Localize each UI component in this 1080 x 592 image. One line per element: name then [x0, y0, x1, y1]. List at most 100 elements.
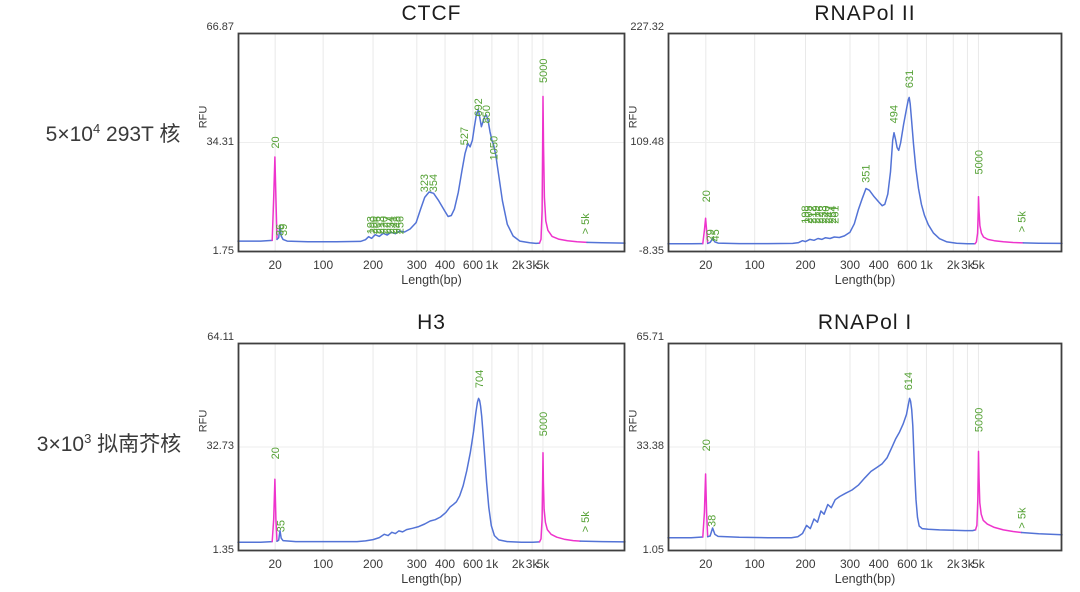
peak-label: 248: [391, 216, 403, 234]
peak-label: 45: [710, 229, 722, 241]
peak-label: 198: [800, 205, 812, 223]
peak-label: 193: [366, 216, 378, 234]
plot-rnapol-i: 20 38 614 5000 > 5k: [667, 342, 1063, 552]
plot-border: [667, 32, 1063, 253]
x-tick-label: 1k: [485, 258, 499, 272]
y-axis-max-label: 227.32: [630, 21, 664, 33]
chart-title-rnapol-i: RNAPol I: [817, 311, 913, 334]
peak-label: 527: [459, 127, 471, 145]
x-axis-title: Length(bp): [834, 572, 896, 586]
x-tick-label: 3k: [525, 557, 539, 571]
y-axis-mid-label: 32.73: [206, 440, 234, 452]
marker-trace-segment: [538, 95, 588, 244]
peak-label: 20: [701, 190, 713, 202]
x-tick-label: 400: [435, 258, 456, 272]
y-axis-unit-label: RFU: [627, 409, 640, 433]
peak-label: 36: [274, 224, 286, 236]
x-tick-label: 100: [313, 557, 334, 571]
peak-label: > 5k: [580, 213, 592, 235]
peak-label: 241: [388, 216, 400, 234]
sample-trace-segment: [706, 96, 976, 245]
x-axis-title: Length(bp): [834, 273, 896, 287]
peak-label: 206: [371, 216, 383, 234]
x-tick-label: 600: [462, 258, 483, 272]
row-label-rest: 293T 核: [100, 123, 181, 146]
x-tick-label: 2k: [511, 557, 525, 571]
plot-border: [237, 342, 626, 552]
x-tick-label: 200: [795, 557, 816, 571]
peak-label: 254: [827, 205, 839, 223]
peak-label: 219: [811, 205, 823, 223]
y-axis-max-label: 66.87: [206, 21, 234, 33]
y-axis-min-label: 1.35: [212, 544, 234, 556]
x-tick-label: 1k: [485, 557, 499, 571]
x-tick-label: 400: [868, 557, 889, 571]
peak-label: > 5k: [1017, 211, 1029, 233]
y-axis-min-label: -8.35: [638, 245, 664, 257]
peak-label: 20: [270, 447, 282, 459]
peak-label: 704: [474, 370, 486, 388]
marker-trace-segment: [271, 156, 278, 242]
sample-trace-segment: [579, 540, 626, 543]
plot-border: [237, 32, 626, 253]
peak-label: 205: [803, 205, 815, 223]
y-axis-unit-label: RFU: [197, 105, 210, 128]
chart-title-h3: H3: [417, 311, 446, 334]
x-tick-label: 5k: [536, 557, 550, 571]
x-tick-label: 300: [406, 258, 427, 272]
x-tick-label: 200: [363, 258, 384, 272]
peak-label: 213: [375, 216, 387, 234]
x-tick-label: 400: [435, 557, 456, 571]
x-tick-label: 3k: [961, 557, 974, 571]
row-label-base: 3×10: [36, 433, 85, 456]
peak-label: 20: [701, 439, 713, 451]
y-axis-min-label: 1.05: [642, 544, 664, 556]
peak-label: 5000: [538, 412, 550, 436]
peak-label: 5000: [974, 408, 986, 432]
x-axis-title: Length(bp): [401, 273, 462, 287]
marker-trace-segment: [702, 473, 709, 538]
peak-label: 226: [814, 205, 826, 223]
y-axis-min-label: 1.75: [212, 245, 234, 257]
sample-trace-segment: [706, 397, 977, 539]
peak-label: 200: [368, 216, 380, 234]
y-axis-unit-label: RFU: [627, 105, 640, 128]
x-tick-label: 300: [840, 557, 861, 571]
x-tick-label: 200: [363, 557, 384, 571]
x-tick-label: 600: [897, 258, 918, 272]
peak-label: 233: [817, 205, 829, 223]
x-tick-label: 5k: [972, 258, 985, 272]
peak-label: 692: [473, 98, 485, 116]
peak-label: 323: [419, 174, 431, 192]
x-tick-label: 2k: [946, 557, 960, 571]
peak-label: 5000: [974, 150, 986, 174]
peak-label: 631: [904, 70, 916, 88]
chart-title-rnapol-ii: RNAPol II: [814, 2, 916, 25]
x-tick-label: 3k: [525, 258, 539, 272]
x-tick-label: 2k: [511, 258, 525, 272]
sample-trace-segment: [276, 109, 541, 245]
x-tick-label: 600: [462, 557, 483, 571]
row-label-arabidopsis-nuclei: 3×103 拟南芥核: [2, 428, 216, 458]
peak-label: 35: [276, 520, 288, 532]
x-tick-label: 100: [313, 258, 334, 272]
x-tick-label: 3k: [961, 258, 974, 272]
marker-trace-segment: [974, 450, 1023, 534]
peak-label: 29: [705, 229, 717, 241]
x-tick-label: 300: [406, 557, 427, 571]
row-label-exponent: 4: [92, 121, 101, 136]
peak-label: 354: [428, 174, 440, 192]
x-tick-label: 300: [840, 258, 861, 272]
x-tick-label: 2k: [946, 258, 960, 272]
y-axis-mid-label: 33.38: [636, 440, 664, 452]
peak-label: 351: [861, 165, 873, 183]
x-tick-label: 600: [897, 557, 918, 571]
y-axis-mid-label: 109.48: [630, 135, 664, 148]
peak-label: > 5k: [1017, 507, 1029, 529]
x-tick-label: 1k: [920, 557, 933, 571]
row-label-exponent: 3: [84, 431, 92, 446]
chart-title-ctcf: CTCF: [401, 2, 462, 25]
sample-trace-segment: [586, 241, 626, 244]
peak-label: 227: [382, 216, 394, 234]
